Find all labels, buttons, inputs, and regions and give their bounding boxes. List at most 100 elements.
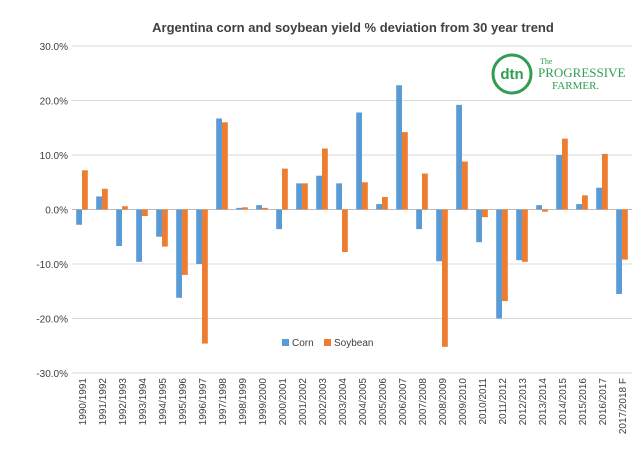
- bar-soybean-1995-1996: [182, 209, 188, 275]
- logo-the-text: The: [540, 57, 553, 66]
- bar-soybean-2015-2016: [582, 195, 588, 210]
- y-tick-label: -10.0%: [36, 260, 68, 271]
- x-tick-label: 1991/1992: [98, 378, 109, 426]
- bar-soybean-2003-2004: [342, 209, 348, 253]
- bar-corn-2009-2010: [456, 104, 462, 210]
- x-tick-label: 2004/2005: [358, 378, 369, 426]
- bar-corn-2010-2011: [476, 209, 482, 243]
- bar-corn-1992-1993: [116, 209, 122, 247]
- x-tick-label: 2016/2017: [598, 378, 609, 426]
- bar-soybean-2001-2002: [302, 183, 308, 210]
- bar-soybean-2017-2018-F: [622, 209, 628, 260]
- bar-soybean-1998-1999: [242, 207, 248, 210]
- bar-corn-1994-1995: [156, 209, 162, 237]
- y-tick-label: 20.0%: [40, 97, 68, 108]
- bar-corn-2014-2015: [556, 155, 562, 210]
- legend-swatch-corn: [282, 339, 289, 346]
- bar-soybean-2002-2003: [322, 148, 328, 210]
- bar-corn-2005-2006: [376, 204, 382, 210]
- bar-corn-2016-2017: [596, 187, 602, 210]
- bar-corn-2015-2016: [576, 204, 582, 210]
- x-tick-label: 1994/1995: [158, 378, 169, 426]
- y-axis-tick-labels: -30.0% -20.0% -10.0% 0.0% 10.0% 20.0% 30.0%: [36, 42, 68, 380]
- bar-soybean-2005-2006: [382, 196, 388, 210]
- bar-corn-2008-2009: [436, 209, 442, 262]
- x-tick-label: 2000/2001: [278, 378, 289, 426]
- x-tick-label: 1993/1994: [138, 378, 149, 426]
- bars: [76, 85, 628, 347]
- x-tick-label: 1990/1991: [78, 378, 89, 426]
- bar-soybean-1997-1998: [222, 122, 228, 210]
- bar-soybean-1990-1991: [82, 170, 88, 210]
- bar-soybean-2012-2013: [522, 209, 528, 262]
- bar-soybean-1993-1994: [142, 209, 148, 217]
- logo-dtn-text: dtn: [500, 66, 523, 83]
- x-tick-label: 2007/2008: [418, 378, 429, 426]
- bar-soybean-1999-2000: [262, 207, 268, 210]
- bar-soybean-2006-2007: [402, 132, 408, 210]
- x-tick-label: 1998/1999: [238, 378, 249, 426]
- x-tick-label: 2003/2004: [338, 378, 349, 426]
- y-tick-label: 10.0%: [40, 151, 68, 162]
- x-tick-label: 2002/2003: [318, 378, 329, 426]
- bar-corn-1997-1998: [216, 118, 222, 210]
- y-tick-label: -20.0%: [36, 315, 68, 326]
- x-tick-label: 2006/2007: [398, 378, 409, 426]
- bar-corn-1996-1997: [196, 209, 202, 264]
- x-tick-label: 2010/2011: [478, 378, 489, 425]
- bar-soybean-1994-1995: [162, 209, 168, 247]
- legend-label-corn: Corn: [292, 338, 314, 349]
- bar-corn-1993-1994: [136, 209, 142, 262]
- bar-corn-2002-2003: [316, 175, 322, 210]
- bar-soybean-1996-1997: [202, 209, 208, 344]
- x-axis-tick-labels: 1990/1991 1991/1992 1992/1993 1993/1994 1994…: [78, 378, 629, 435]
- bar-corn-2001-2002: [296, 183, 302, 210]
- legend: Corn Soybean: [282, 338, 373, 349]
- x-tick-label: 2012/2013: [518, 378, 529, 426]
- bar-corn-1991-1992: [96, 196, 102, 210]
- x-tick-label: 1996/1997: [198, 378, 209, 426]
- bar-soybean-2004-2005: [362, 182, 368, 210]
- chart-title: Argentina corn and soybean yield % devia…: [152, 20, 554, 35]
- bar-soybean-2009-2010: [462, 161, 468, 210]
- bar-soybean-2016-2017: [602, 153, 608, 210]
- x-tick-label: 1992/1993: [118, 378, 129, 426]
- x-tick-label: 2005/2006: [378, 378, 389, 426]
- x-tick-label: 1999/2000: [258, 378, 269, 426]
- bar-soybean-1991-1992: [102, 188, 108, 210]
- dtn-progressive-farmer-logo: dtn The PROGRESSIVE FARMER.: [490, 52, 632, 96]
- logo-ring-icon: [491, 53, 533, 95]
- x-tick-label: 2009/2010: [458, 378, 469, 426]
- x-tick-label: 2001/2002: [298, 378, 309, 426]
- x-tick-label: 2008/2009: [438, 378, 449, 426]
- bar-soybean-2011-2012: [502, 209, 508, 302]
- bar-corn-2007-2008: [416, 209, 422, 230]
- bar-corn-1998-1999: [236, 207, 242, 210]
- bar-soybean-2000-2001: [282, 168, 288, 210]
- logo-svg: dtn The PROGRESSIVE FARMER.: [491, 53, 625, 95]
- bar-corn-2003-2004: [336, 183, 342, 210]
- bar-corn-2013-2014: [536, 205, 542, 210]
- bar-corn-2012-2013: [516, 209, 522, 261]
- bar-corn-2004-2005: [356, 112, 362, 210]
- bar-corn-2011-2012: [496, 209, 502, 319]
- bar-soybean-2007-2008: [422, 173, 428, 210]
- x-tick-label: 1997/1998: [218, 378, 229, 426]
- bar-corn-2000-2001: [276, 209, 282, 230]
- y-tick-label: 0.0%: [45, 206, 68, 217]
- x-tick-label: 2015/2016: [578, 378, 589, 426]
- legend-label-soybean: Soybean: [334, 338, 373, 349]
- bar-soybean-2010-2011: [482, 209, 488, 218]
- x-tick-label: 1995/1996: [178, 378, 189, 426]
- bar-soybean-2013-2014: [542, 209, 548, 212]
- bar-corn-1995-1996: [176, 209, 182, 298]
- y-tick-label: 30.0%: [40, 42, 68, 53]
- bar-corn-2006-2007: [396, 85, 402, 210]
- bar-corn-1990-1991: [76, 209, 82, 225]
- bar-soybean-2008-2009: [442, 209, 448, 347]
- bar-soybean-1992-1993: [122, 206, 128, 210]
- legend-swatch-soybean: [324, 339, 331, 346]
- bar-soybean-2014-2015: [562, 138, 568, 210]
